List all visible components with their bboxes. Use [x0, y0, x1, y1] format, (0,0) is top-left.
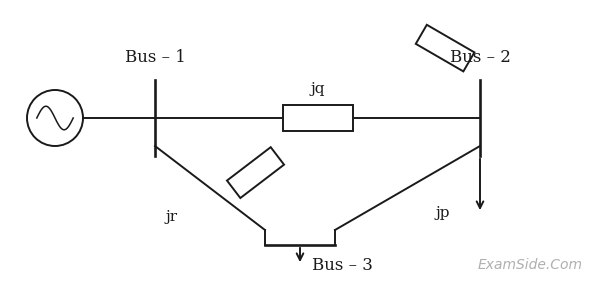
Bar — [416, 25, 475, 71]
Text: ExamSide.Com: ExamSide.Com — [478, 258, 583, 272]
Bar — [282, 105, 353, 131]
Text: jp: jp — [436, 206, 450, 220]
Text: jq: jq — [310, 82, 325, 96]
Bar — [227, 147, 284, 198]
Text: jr: jr — [166, 210, 178, 224]
Text: Bus – 2: Bus – 2 — [450, 49, 511, 66]
Text: Bus – 3: Bus – 3 — [312, 256, 373, 274]
Text: Bus – 1: Bus – 1 — [124, 49, 185, 66]
